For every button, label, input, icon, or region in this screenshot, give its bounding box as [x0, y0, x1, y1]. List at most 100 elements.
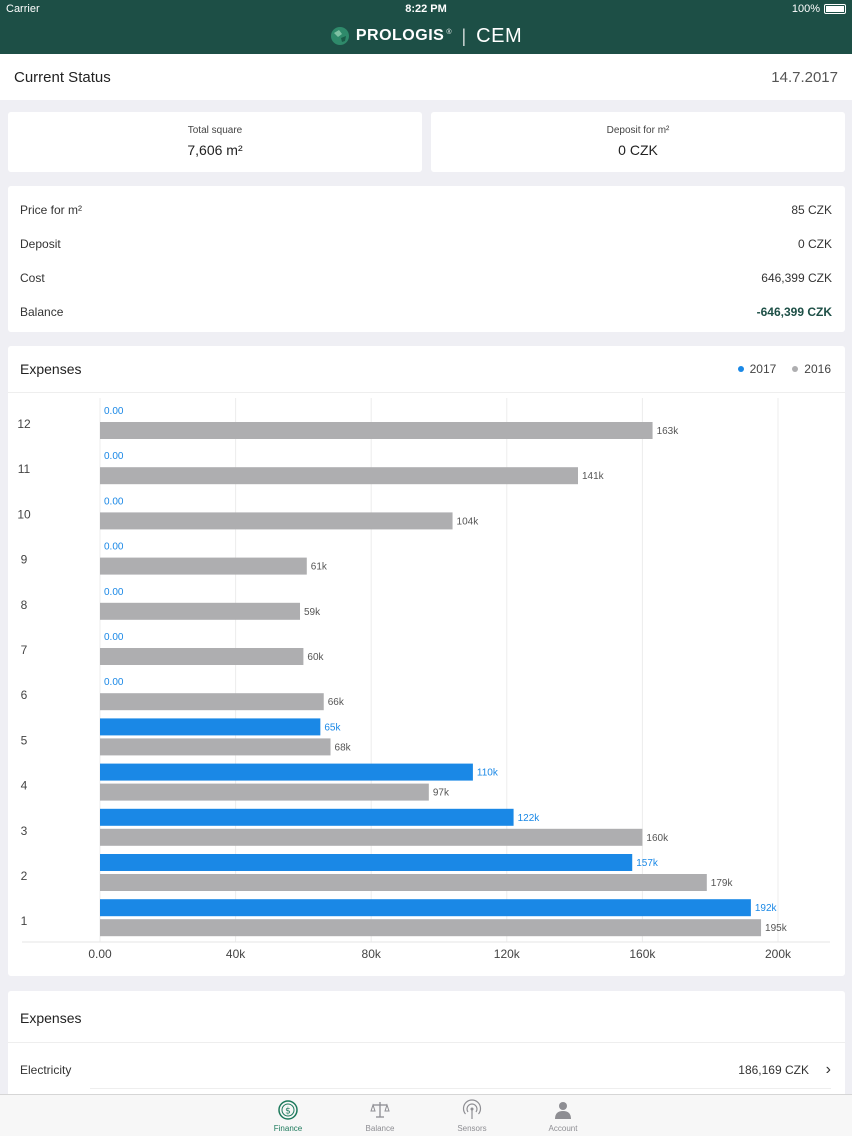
- x-tick-label: 80k: [362, 947, 382, 961]
- divider: [90, 1088, 831, 1089]
- svg-text:$: $: [285, 1107, 291, 1117]
- summary-row-deposit: Deposit 0 CZK: [20, 234, 832, 254]
- bar-value-label: 66k: [328, 697, 345, 708]
- account-icon: [555, 1102, 571, 1119]
- expense-value: 186,169 CZK: [738, 1063, 809, 1077]
- legend-item-2017[interactable]: 2017: [737, 362, 777, 376]
- bar-value-label: 0.00: [104, 632, 124, 643]
- bar-value-label: 104k: [457, 516, 480, 527]
- x-tick-label: 120k: [494, 947, 521, 961]
- battery-icon: [824, 4, 846, 14]
- bar-value-label: 122k: [518, 813, 541, 824]
- sensors-icon: [462, 1099, 482, 1119]
- page-header: Current Status 14.7.2017: [0, 54, 852, 100]
- summary-label: Deposit: [20, 237, 61, 251]
- bar-2016-5[interactable]: [100, 738, 331, 756]
- y-category-label: 4: [21, 779, 28, 793]
- stat-card-total-square: Total square 7,606 m²: [8, 112, 422, 172]
- tab-account[interactable]: Account: [523, 1099, 603, 1133]
- bar-2016-3[interactable]: [100, 828, 643, 846]
- y-category-label: 5: [21, 733, 28, 747]
- carrier-label: Carrier: [6, 3, 40, 15]
- bar-2016-9[interactable]: [100, 557, 307, 575]
- legend-label: 2017: [749, 362, 777, 376]
- summary-label: Balance: [20, 305, 64, 319]
- bar-value-label: 61k: [311, 562, 328, 573]
- divider: [8, 1042, 845, 1043]
- tab-finance[interactable]: $ Finance: [248, 1099, 328, 1133]
- bar-2016-4[interactable]: [100, 783, 429, 801]
- bar-2016-12[interactable]: [100, 422, 653, 439]
- globe-icon: [330, 27, 349, 45]
- y-category-label: 1: [21, 914, 28, 928]
- tab-label: Balance: [365, 1124, 395, 1133]
- bar-2016-2[interactable]: [100, 874, 707, 891]
- chevron-right-icon: ›: [825, 1061, 831, 1078]
- bar-value-label: 0.00: [104, 677, 124, 688]
- status-bar: Carrier 8:22 PM 100%: [0, 0, 852, 18]
- tab-label: Finance: [273, 1124, 303, 1133]
- clock: 8:22 PM: [405, 3, 447, 15]
- bar-value-label: 179k: [711, 878, 734, 889]
- bar-value-label: 60k: [307, 652, 324, 663]
- bar-2016-10[interactable]: [100, 512, 453, 530]
- bar-2017-4[interactable]: [100, 763, 473, 781]
- tab-label: Account: [548, 1124, 578, 1133]
- chart-title: Expenses: [20, 361, 82, 377]
- expenses-list-card: Expenses Electricity 186,169 CZK ›: [8, 991, 845, 1111]
- y-category-label: 7: [21, 643, 28, 657]
- stat-value: 7,606 m²: [187, 142, 243, 158]
- summary-row-cost: Cost 646,399 CZK: [20, 268, 832, 288]
- x-tick-label: 200k: [765, 947, 792, 961]
- brand-logo: PROLOGIS ® | CEM: [330, 25, 522, 48]
- y-category-label: 9: [21, 553, 28, 567]
- bar-2017-3[interactable]: [100, 808, 514, 826]
- bar-2016-7[interactable]: [100, 648, 304, 665]
- legend-dot-icon: [792, 366, 799, 372]
- summary-value: 0 CZK: [797, 237, 832, 251]
- bar-2016-11[interactable]: [100, 467, 578, 485]
- bar-2017-2[interactable]: [100, 854, 633, 871]
- summary-label: Price for m²: [20, 203, 83, 217]
- summary-value: 646,399 CZK: [761, 271, 832, 285]
- chart-legend: 2017 2016: [737, 362, 831, 376]
- bar-value-label: 0.00: [104, 451, 124, 462]
- summary-label: Cost: [20, 271, 45, 285]
- expenses-list-title: Expenses: [20, 1010, 82, 1026]
- summary-value: 85 CZK: [791, 203, 832, 217]
- brand-mark: ®: [446, 28, 452, 36]
- bar-value-label: 65k: [324, 722, 341, 733]
- tab-sensors[interactable]: Sensors: [432, 1099, 512, 1133]
- brand-separator: |: [461, 25, 467, 46]
- bar-2016-8[interactable]: [100, 602, 301, 620]
- summary-row-price: Price for m² 85 CZK: [20, 200, 832, 220]
- bar-value-label: 163k: [657, 426, 680, 437]
- legend-label: 2016: [804, 362, 831, 376]
- y-category-label: 12: [17, 417, 31, 431]
- bar-value-label: 0.00: [104, 496, 124, 507]
- tab-bar: $ Finance Balance Sensors Account: [0, 1094, 852, 1136]
- brand-name: PROLOGIS: [355, 27, 445, 44]
- bar-value-label: 59k: [304, 607, 321, 618]
- tab-label: Sensors: [457, 1124, 487, 1133]
- bar-2017-1[interactable]: [100, 899, 751, 917]
- expenses-bar-chart[interactable]: 0.00 40k 80k 120k 160k 200k120.00163k110.0014…: [8, 392, 845, 976]
- bar-value-label: 0.00: [104, 406, 124, 417]
- bar-2016-6[interactable]: [100, 693, 324, 711]
- summary-row-balance: Balance -646,399 CZK: [20, 302, 832, 322]
- expense-label: Electricity: [20, 1063, 72, 1077]
- bar-2016-1[interactable]: [100, 919, 762, 937]
- summary-card: Price for m² 85 CZK Deposit 0 CZK Cost 6…: [8, 186, 845, 332]
- stat-card-deposit: Deposit for m² 0 CZK: [431, 112, 845, 172]
- y-category-label: 2: [21, 869, 28, 883]
- bar-value-label: 195k: [765, 923, 788, 934]
- legend-dot-icon: [737, 366, 744, 372]
- finance-icon: $: [278, 1100, 298, 1120]
- x-tick-label: 40k: [226, 947, 246, 961]
- legend-item-2016[interactable]: 2016: [792, 362, 831, 376]
- tab-balance[interactable]: Balance: [340, 1099, 420, 1133]
- bar-2017-5[interactable]: [100, 718, 321, 736]
- status-date: 14.7.2017: [771, 69, 838, 86]
- bar-value-label: 0.00: [104, 587, 124, 598]
- stat-label: Deposit for m²: [606, 125, 670, 136]
